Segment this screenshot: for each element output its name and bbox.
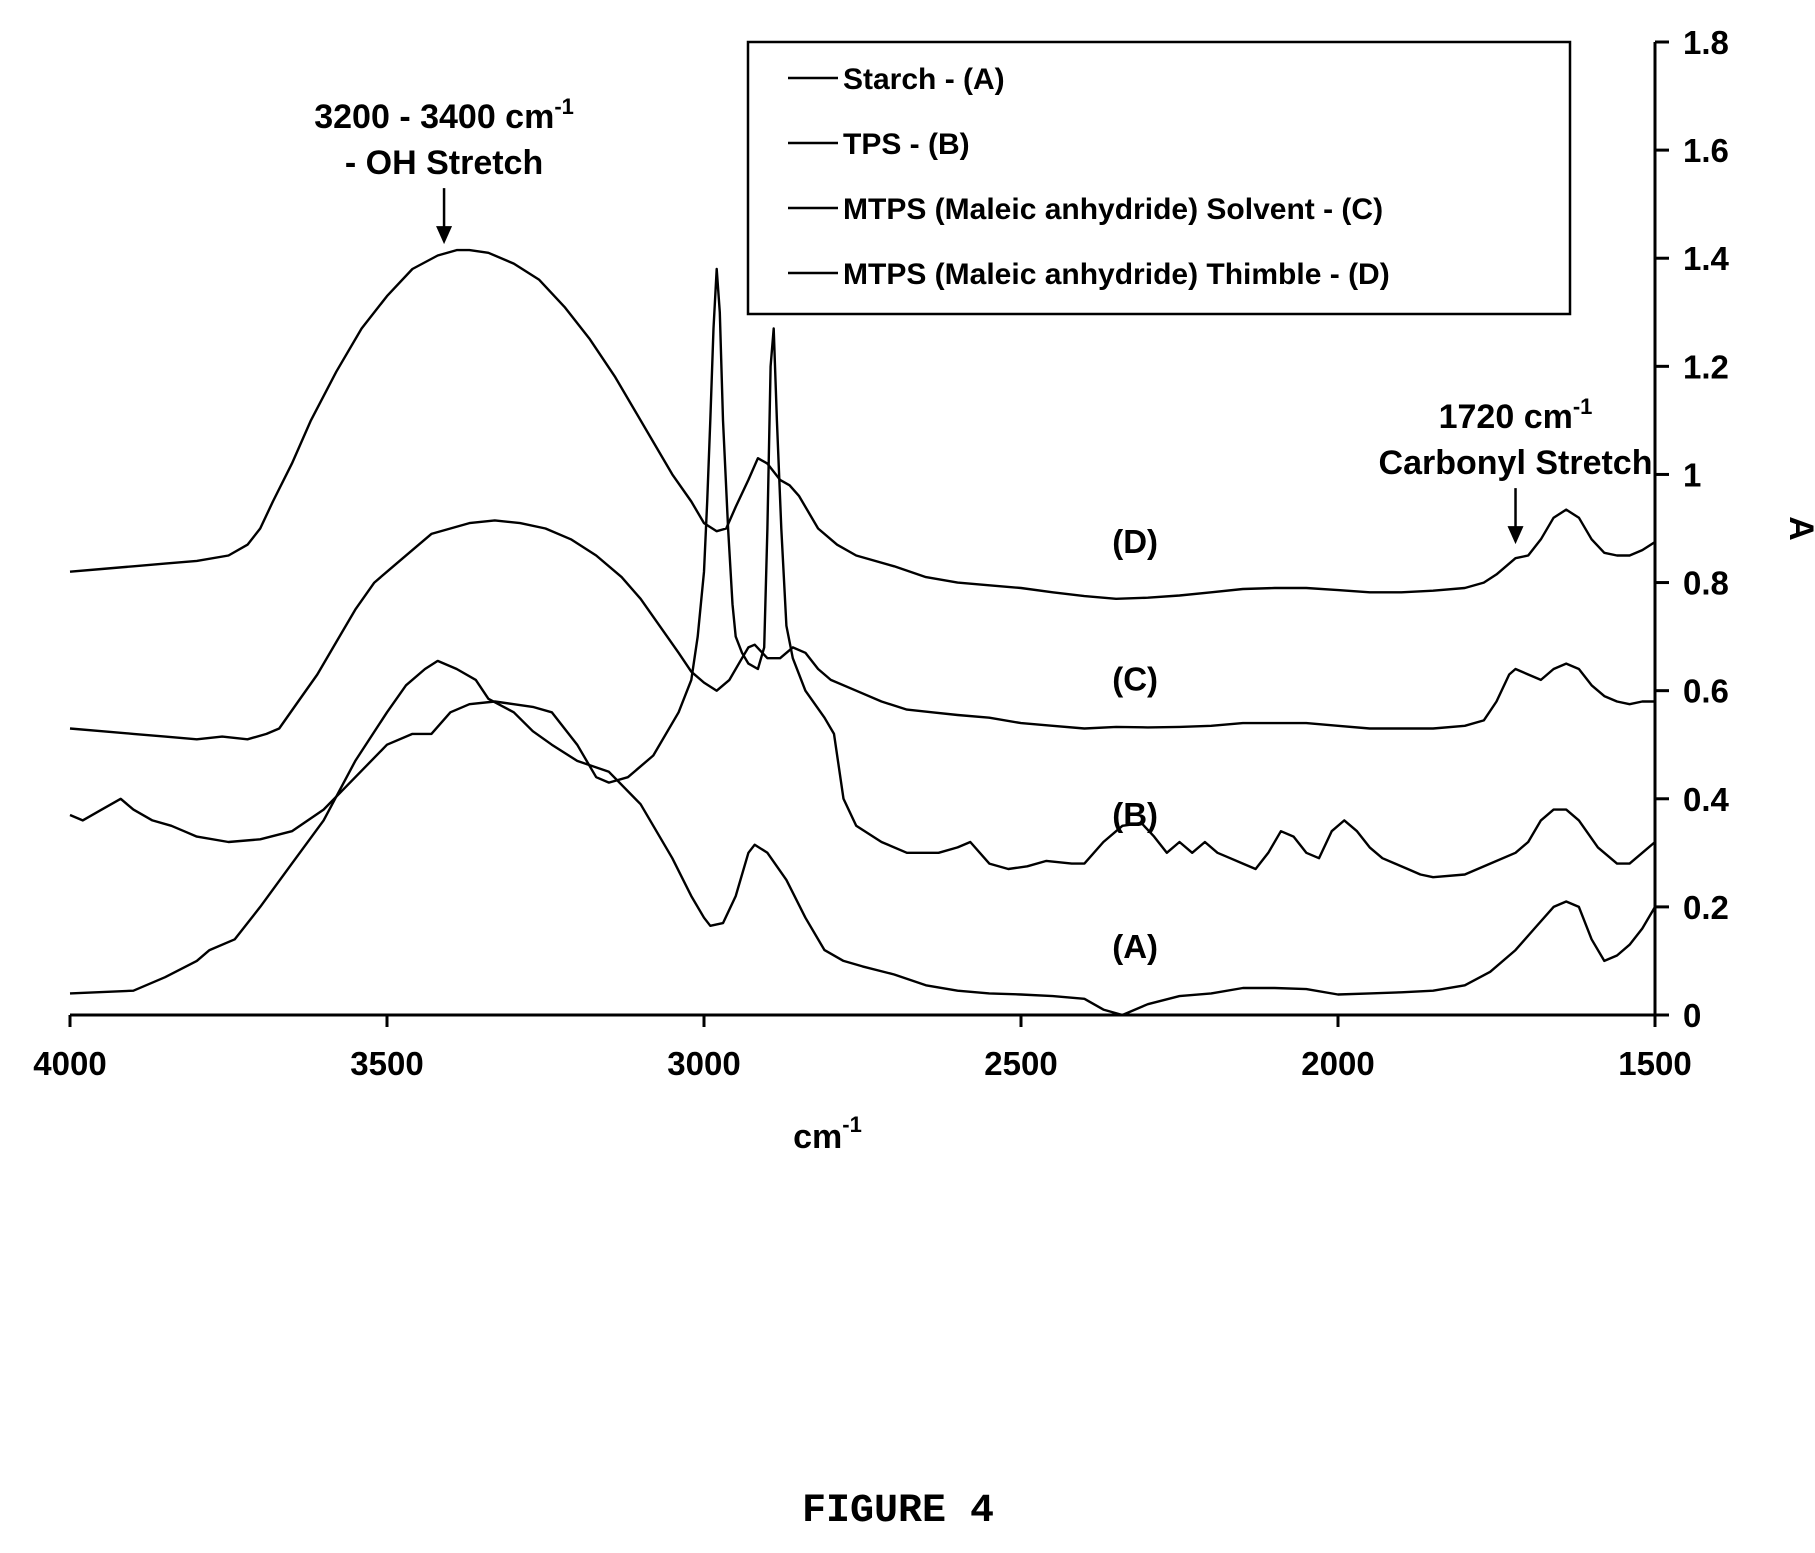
series-line-c (70, 520, 1655, 739)
x-tick-label-3500: 3500 (350, 1045, 423, 1082)
annotation-2: 1720 cm-1 Carbonyl Stretch (1379, 394, 1653, 544)
annotation-2-arrow-head (1508, 526, 1524, 544)
x-axis-title: cm-1 (793, 1112, 862, 1156)
legend-label-a: Starch - (A) (843, 63, 1005, 96)
series-line-a (70, 661, 1655, 1015)
y-tick-label-0: 0 (1683, 997, 1701, 1034)
y-tick-label-1-8: 1.8 (1683, 24, 1729, 61)
legend: Starch - (A) TPS - (B) MTPS (Maleic anhydr… (748, 42, 1570, 314)
curve-label-b: (B) (1112, 796, 1158, 833)
y-tick-label-1-4: 1.4 (1683, 240, 1730, 277)
y-tick-label-1: 1 (1683, 456, 1701, 493)
annotation-2-line-2: Carbonyl Stretch (1379, 444, 1653, 482)
y-tick-label-0-6: 0.6 (1683, 673, 1729, 710)
x-tick-label-2500: 2500 (984, 1045, 1057, 1082)
x-tick-label-4000: 4000 (33, 1045, 106, 1082)
y-tick-label-1-6: 1.6 (1683, 132, 1729, 169)
curve-labels: (D) (C) (B) (A) (1112, 523, 1158, 965)
y-tick-label-0-4: 0.4 (1683, 781, 1730, 818)
annotation-1-line-2: - OH Stretch (345, 144, 543, 182)
x-tick-label-2000: 2000 (1301, 1045, 1374, 1082)
annotation-1: 3200 - 3400 cm-1 - OH Stretch (314, 94, 574, 244)
y-tick-label-1-2: 1.2 (1683, 348, 1729, 385)
annotation-1-line-1: 3200 - 3400 cm-1 (314, 94, 574, 136)
y-tick-label-0-8: 0.8 (1683, 565, 1729, 602)
curve-label-d: (D) (1112, 523, 1158, 560)
legend-label-c: MTPS (Maleic anhydride) Solvent - (C) (843, 193, 1383, 226)
x-axis-ticks: 4000 3500 3000 2500 2000 1500 (33, 1015, 1691, 1082)
annotation-1-arrow-head (436, 226, 452, 244)
x-tick-label-1500: 1500 (1618, 1045, 1691, 1082)
curve-label-a: (A) (1112, 928, 1158, 965)
annotation-2-line-1: 1720 cm-1 (1439, 394, 1593, 436)
y-axis-ticks: 0 0.2 0.4 0.6 0.8 1 1.2 1.4 1.6 1.8 (1655, 24, 1730, 1034)
legend-item-c: MTPS (Maleic anhydride) Solvent - (C) (788, 193, 1383, 226)
x-tick-label-3000: 3000 (667, 1045, 740, 1082)
y-axis-title: A (1782, 516, 1815, 541)
series-layer (70, 250, 1655, 1015)
legend-item-d: MTPS (Maleic anhydride) Thimble - (D) (788, 258, 1390, 291)
curve-label-c: (C) (1112, 661, 1158, 698)
series-line-b (70, 269, 1655, 877)
figure-caption: FIGURE 4 (802, 1489, 994, 1534)
legend-label-d: MTPS (Maleic anhydride) Thimble - (D) (843, 258, 1390, 291)
legend-label-b: TPS - (B) (843, 128, 970, 161)
y-tick-label-0-2: 0.2 (1683, 889, 1729, 926)
